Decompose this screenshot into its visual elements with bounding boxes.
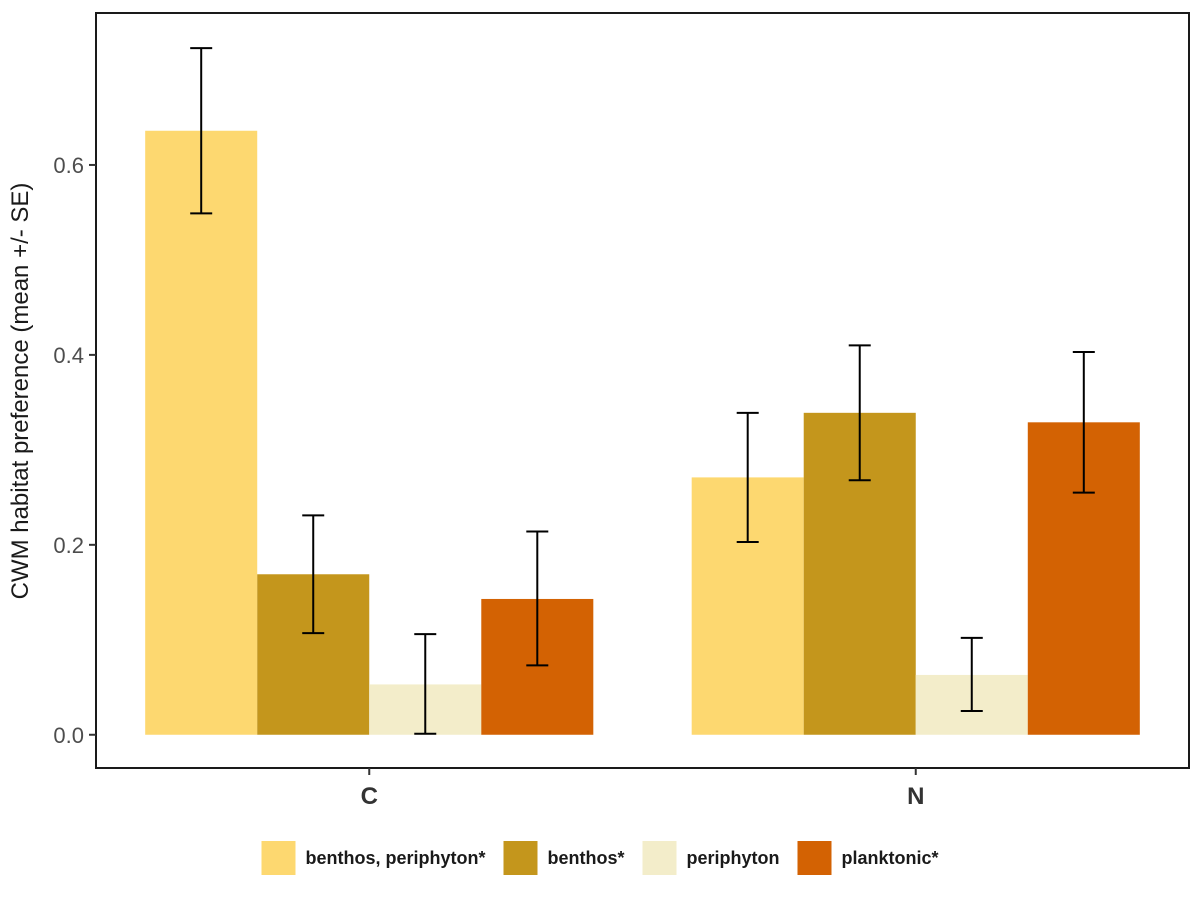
legend-item-benthos: benthos* (503, 841, 625, 875)
error-bar-c-benthos (302, 514, 325, 635)
legend-item-benthos-periphyton: benthos, periphyton* (261, 841, 485, 875)
x-tick-label-n: N (907, 783, 924, 810)
error-bars-layer (190, 47, 1095, 735)
plot-panel-border (95, 12, 1190, 769)
legend-swatch (642, 841, 677, 875)
legend-swatch (261, 841, 296, 875)
legend-label: planktonic* (841, 848, 938, 868)
y-axis-title: CWM habitat preference (mean +/- SE) (7, 183, 34, 600)
legend-item-periphyton: periphyton (642, 841, 779, 875)
error-bar-c-planktonic (526, 530, 549, 667)
legend-label: periphyton (686, 848, 779, 868)
legend-swatch (503, 841, 538, 875)
y-axis: 0.0 0.2 0.4 0.6 (53, 153, 96, 748)
y-tick-label: 0.4 (53, 343, 84, 368)
legend-swatch (797, 841, 832, 875)
error-bar-n-periphyton (960, 636, 983, 713)
bars-layer (145, 130, 1140, 735)
error-bar-c-benthos-periphyton (190, 47, 213, 215)
legend: benthos, periphyton* benthos* periphyton pl… (261, 841, 939, 875)
error-bar-n-planktonic (1072, 351, 1095, 494)
legend-label: benthos* (547, 848, 624, 868)
x-tick-label-c: C (361, 783, 378, 810)
y-tick-label: 0.0 (53, 723, 84, 748)
legend-label: benthos, periphyton* (305, 848, 485, 868)
legend-item-planktonic: planktonic* (797, 841, 939, 875)
y-tick-label: 0.6 (53, 153, 84, 178)
y-tick-label: 0.2 (53, 533, 84, 558)
error-bar-n-benthos (848, 344, 871, 482)
error-bar-n-benthos-periphyton (736, 411, 759, 543)
error-bar-c-periphyton (414, 633, 437, 735)
bar-c-benthos-periphyton (145, 130, 258, 735)
